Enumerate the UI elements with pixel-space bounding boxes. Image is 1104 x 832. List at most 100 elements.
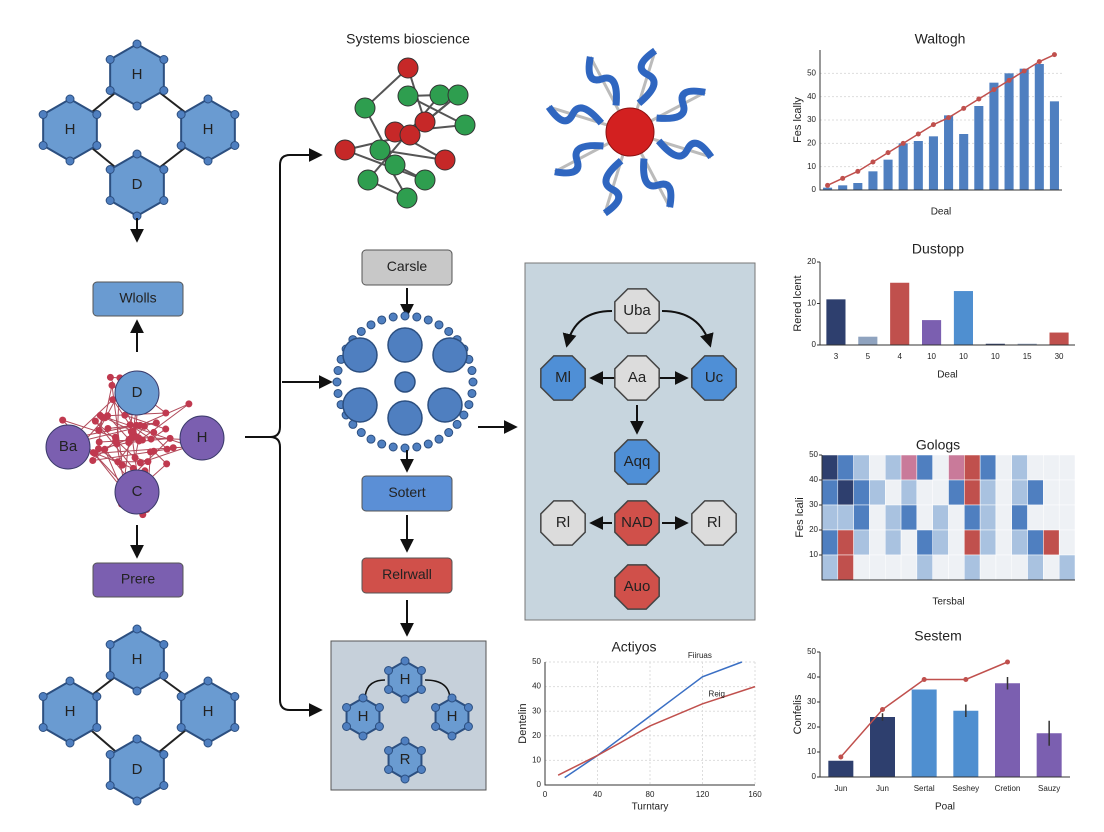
core: [605, 107, 655, 157]
bar: [870, 717, 895, 777]
trend-point: [930, 122, 936, 128]
chart-title: Dustopp: [912, 241, 964, 257]
bar: [1049, 332, 1069, 345]
heat-cell: [869, 454, 886, 481]
bar: [989, 82, 999, 190]
sphere: [432, 337, 468, 373]
atom: [91, 450, 99, 458]
heat-cell: [979, 454, 997, 481]
x-axis-label: Deal: [931, 207, 952, 218]
atom: [127, 428, 135, 436]
atom: [159, 86, 169, 95]
atom: [400, 774, 410, 784]
atom: [105, 196, 115, 205]
y-tick-label: 20: [807, 257, 816, 266]
heat-cell: [885, 529, 902, 556]
trend-point: [1005, 659, 1010, 665]
sphere: [427, 387, 463, 423]
atom: [230, 141, 240, 150]
node-label: H: [132, 66, 143, 83]
x-tick-label: 5: [866, 352, 871, 361]
x-tick-label: 80: [646, 790, 655, 799]
atom: [400, 694, 410, 704]
heat-cell: [821, 504, 839, 531]
bar: [1049, 101, 1059, 190]
helix: [656, 87, 706, 122]
atom: [454, 114, 476, 136]
heat-cell: [916, 479, 933, 506]
atom: [366, 434, 376, 444]
atom: [396, 187, 418, 209]
bar: [928, 136, 938, 190]
y-tick-label: 40: [807, 672, 816, 681]
atom: [38, 141, 48, 150]
atom: [159, 671, 169, 680]
atom: [333, 366, 343, 376]
heat-cell: [869, 504, 886, 531]
atom: [144, 458, 152, 466]
chart-title: Waltogh: [915, 31, 966, 47]
sphere: [387, 327, 423, 363]
atom: [444, 428, 454, 438]
atom: [105, 750, 115, 759]
trend-point: [838, 754, 844, 760]
heat-cell: [979, 554, 997, 581]
atom: [384, 154, 406, 176]
atom: [354, 97, 376, 119]
heat-cell: [1011, 504, 1028, 531]
flow-node: [540, 500, 586, 546]
bar: [890, 282, 910, 345]
chart-title: Actiyos: [611, 639, 656, 655]
trend-point: [825, 182, 831, 188]
atom: [459, 410, 469, 420]
y-tick-label: 30: [809, 500, 818, 509]
atom: [176, 723, 186, 732]
heat-cell: [885, 454, 902, 481]
heat-cell: [821, 454, 839, 481]
atom: [452, 419, 462, 429]
node-label: H: [65, 121, 76, 138]
atom: [203, 94, 213, 104]
bar: [838, 185, 848, 190]
trend-point: [915, 131, 921, 137]
heat-cell: [1058, 454, 1076, 481]
heat-cell: [948, 554, 965, 581]
atom: [95, 426, 103, 434]
atom: [125, 438, 133, 446]
heat-cell: [900, 529, 918, 556]
bar: [985, 343, 1005, 345]
atom: [230, 692, 240, 701]
atom: [136, 421, 144, 429]
heat-cell: [995, 479, 1012, 506]
atom: [169, 444, 177, 452]
x-tick-label: Jun: [876, 784, 889, 793]
node-label: D: [132, 176, 143, 193]
atom: [147, 448, 155, 456]
atom: [366, 320, 376, 330]
atom: [467, 366, 477, 376]
atom: [159, 165, 169, 174]
heat-cell: [995, 454, 1012, 481]
heat-cell: [1027, 554, 1044, 581]
trend-point: [946, 115, 952, 121]
x-axis-label: Deal: [937, 370, 958, 381]
x-tick-label: Jun: [834, 784, 847, 793]
heat-cell: [869, 479, 886, 506]
heat-cell: [948, 529, 965, 556]
trend-point: [1051, 52, 1057, 58]
bar: [853, 183, 863, 190]
y-tick-label: 40: [532, 682, 541, 691]
trend-point: [885, 150, 891, 156]
atom: [447, 693, 457, 703]
heat-cell: [837, 529, 854, 556]
heat-cell: [1043, 529, 1060, 556]
atom: [384, 765, 394, 774]
atom: [397, 57, 419, 79]
heat-cell: [1043, 454, 1060, 481]
y-axis-label: Fes lcali: [794, 497, 806, 537]
flow-node: [614, 500, 660, 546]
atom: [416, 685, 426, 694]
atom: [374, 722, 384, 731]
atom: [132, 796, 142, 806]
x-tick-label: 3: [834, 352, 839, 361]
